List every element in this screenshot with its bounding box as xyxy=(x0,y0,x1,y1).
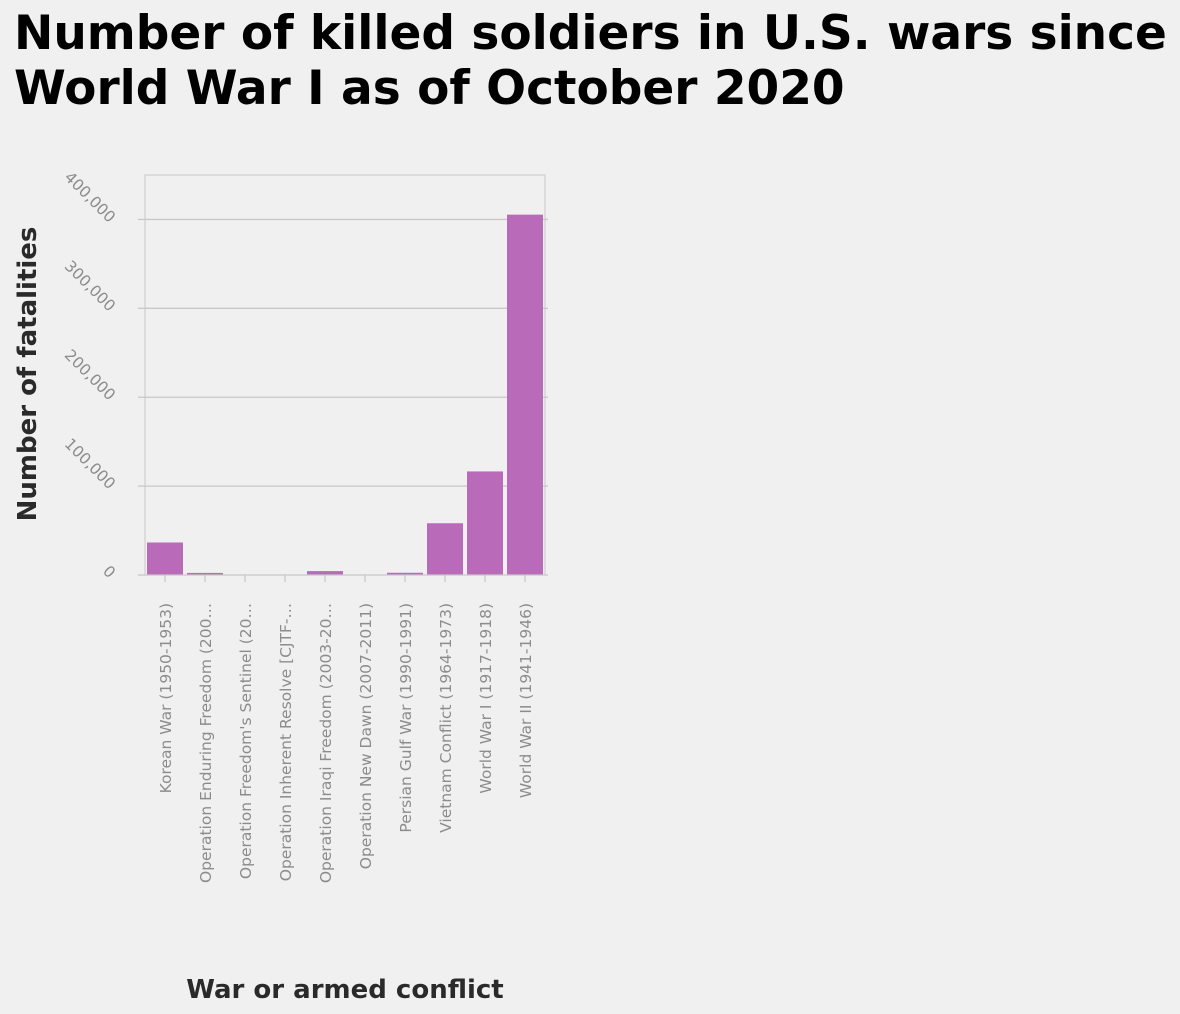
x-tick-label: World War I (1917-1918) xyxy=(477,603,495,794)
bar xyxy=(147,542,183,575)
y-tick-label: 400,000 xyxy=(61,168,119,226)
x-tick-label: Korean War (1950-1953) xyxy=(157,603,175,793)
y-tick-label: 300,000 xyxy=(61,257,119,315)
y-tick-label: 0 xyxy=(99,562,119,582)
bar xyxy=(387,572,423,575)
x-axis-title: War or armed conflict xyxy=(186,975,503,1005)
x-tick-label: Operation Freedom's Sentinel (20… xyxy=(237,603,255,879)
bar xyxy=(507,214,543,576)
x-tick-label: Operation New Dawn (2007-2011) xyxy=(357,603,375,869)
x-axis-ticks: Korean War (1950-1953) Operation Enduring… xyxy=(157,575,535,883)
bar xyxy=(307,571,343,575)
y-axis-title: Number of fatalities xyxy=(13,227,43,522)
x-tick-label: Operation Iraqi Freedom (2003-20… xyxy=(317,603,335,883)
bar xyxy=(427,523,463,575)
bar xyxy=(187,572,223,575)
x-tick-label: Persian Gulf War (1990-1991) xyxy=(397,603,415,833)
x-tick-label: Vietnam Conflict (1964-1973) xyxy=(437,603,455,833)
x-tick-label: Operation Inherent Resolve [CJTF-… xyxy=(277,603,295,881)
chart-title: Number of killed soldiers in U.S. wars s… xyxy=(14,6,1167,116)
gridlines xyxy=(145,218,545,487)
y-tick-label: 200,000 xyxy=(61,346,119,404)
y-tick-label: 100,000 xyxy=(61,435,119,493)
bar xyxy=(467,471,503,575)
x-tick-label: World War II (1941-1946) xyxy=(517,603,535,798)
x-tick-label: Operation Enduring Freedom (200… xyxy=(197,603,215,883)
bars xyxy=(145,214,545,576)
